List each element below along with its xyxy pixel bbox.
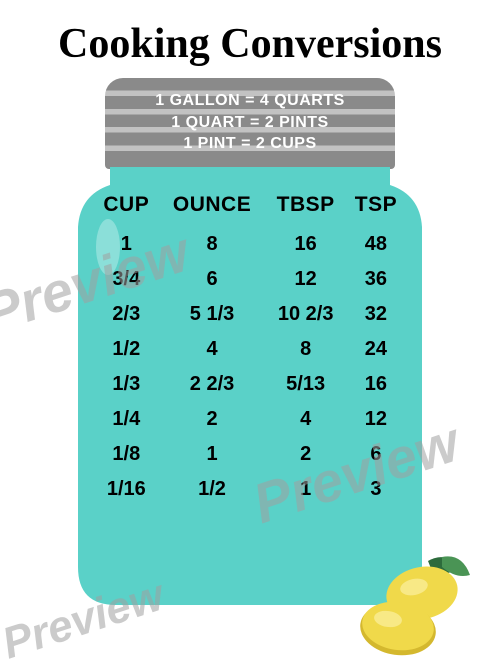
table-cell: 10 2/3 (265, 297, 345, 332)
table-cell: 1/16 (94, 472, 159, 507)
table-cell: 2 2/3 (159, 367, 266, 402)
table-cell: 2 (159, 402, 266, 437)
conversion-table-wrap: CUP OUNCE TBSP TSP 1816483/4612362/35 1/… (94, 185, 406, 507)
col-header-cup: CUP (94, 185, 159, 227)
table-header-row: CUP OUNCE TBSP TSP (94, 185, 406, 227)
lid-line: 1 PINT = 2 CUPS (105, 133, 395, 155)
lemon-icon (350, 549, 480, 659)
table-cell: 6 (159, 262, 266, 297)
col-header-tbsp: TBSP (265, 185, 345, 227)
table-cell: 1 (159, 437, 266, 472)
table-cell: 1/4 (94, 402, 159, 437)
table-cell: 2/3 (94, 297, 159, 332)
table-cell: 16 (346, 367, 406, 402)
table-cell: 24 (346, 332, 406, 367)
table-cell: 1/2 (159, 472, 266, 507)
table-cell: 1 (265, 472, 345, 507)
table-body: 1816483/4612362/35 1/310 2/3321/248241/3… (94, 227, 406, 507)
table-cell: 6 (346, 437, 406, 472)
jar-graphic: 1 GALLON = 4 QUARTS 1 QUART = 2 PINTS 1 … (70, 78, 430, 607)
table-cell: 5 1/3 (159, 297, 266, 332)
table-cell: 8 (159, 227, 266, 262)
table-cell: 32 (346, 297, 406, 332)
table-cell: 1/8 (94, 437, 159, 472)
table-cell: 1/2 (94, 332, 159, 367)
lid-line: 1 GALLON = 4 QUARTS (105, 90, 395, 112)
jar-body: CUP OUNCE TBSP TSP 1816483/4612362/35 1/… (70, 167, 430, 607)
table-row: 181648 (94, 227, 406, 262)
table-cell: 8 (265, 332, 345, 367)
conversion-table: CUP OUNCE TBSP TSP 1816483/4612362/35 1/… (94, 185, 406, 507)
table-cell: 12 (346, 402, 406, 437)
table-row: 1/161/213 (94, 472, 406, 507)
lid-line: 1 QUART = 2 PINTS (105, 112, 395, 134)
table-row: 1/8126 (94, 437, 406, 472)
table-cell: 16 (265, 227, 345, 262)
table-cell: 4 (159, 332, 266, 367)
table-cell: 2 (265, 437, 345, 472)
table-cell: 48 (346, 227, 406, 262)
table-cell: 12 (265, 262, 345, 297)
table-row: 1/24824 (94, 332, 406, 367)
table-cell: 5/13 (265, 367, 345, 402)
table-cell: 1 (94, 227, 159, 262)
jar-lid: 1 GALLON = 4 QUARTS 1 QUART = 2 PINTS 1 … (105, 78, 395, 169)
table-row: 1/42412 (94, 402, 406, 437)
table-row: 1/32 2/35/1316 (94, 367, 406, 402)
table-cell: 3/4 (94, 262, 159, 297)
table-row: 2/35 1/310 2/332 (94, 297, 406, 332)
table-cell: 4 (265, 402, 345, 437)
page-title: Cooking Conversions (0, 20, 500, 68)
table-cell: 1/3 (94, 367, 159, 402)
col-header-tsp: TSP (346, 185, 406, 227)
col-header-ounce: OUNCE (159, 185, 266, 227)
table-cell: 3 (346, 472, 406, 507)
table-cell: 36 (346, 262, 406, 297)
table-row: 3/461236 (94, 262, 406, 297)
